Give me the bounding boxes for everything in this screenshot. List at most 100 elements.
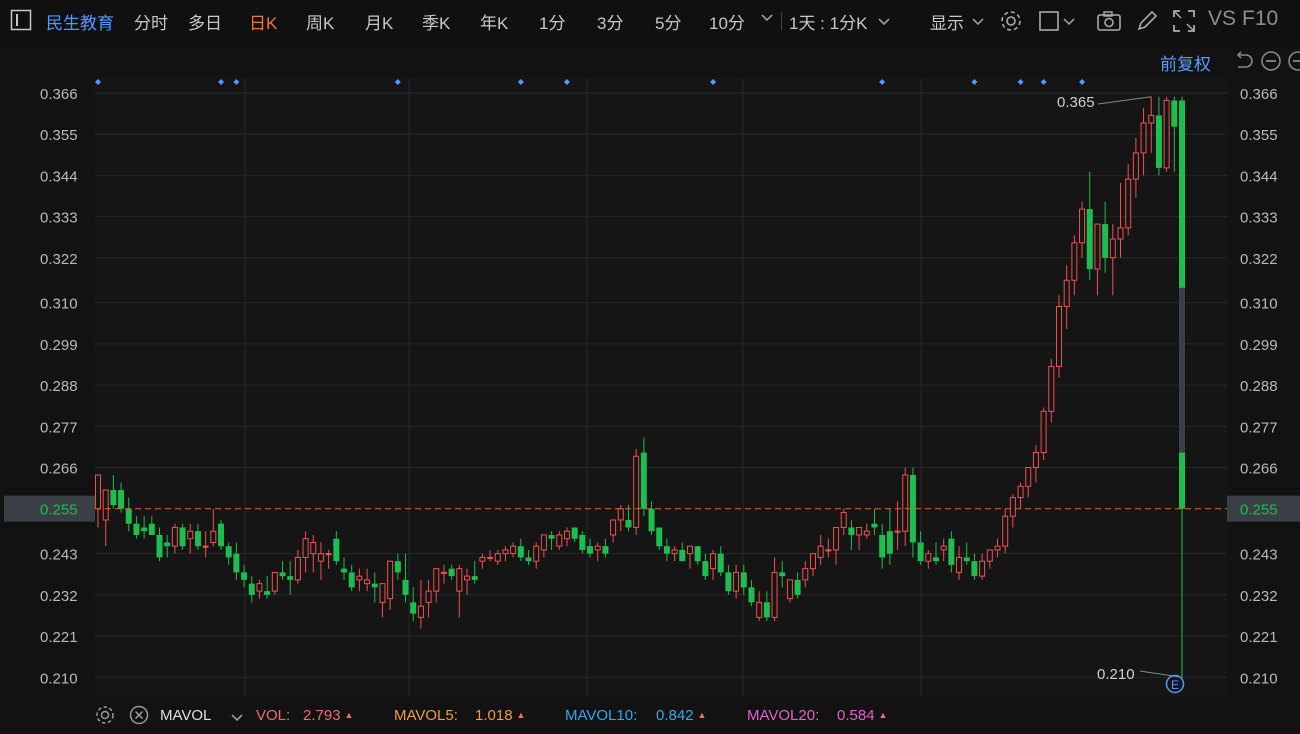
candle-body-down [579, 534, 586, 550]
mavol20-label: MAVOL20: [747, 707, 820, 724]
indicator-name[interactable]: MAVOL [160, 707, 212, 724]
undo-icon[interactable] [1232, 50, 1254, 72]
candle-body-down [640, 452, 647, 509]
candle-body-up [802, 568, 809, 581]
tab-10min[interactable]: 10分 [709, 14, 745, 33]
candle-body-up [510, 545, 517, 555]
event-marker-diamond [1079, 79, 1086, 85]
candle-body-up [994, 545, 1001, 551]
event-marker-diamond [233, 79, 240, 85]
candle-body-down [156, 534, 163, 558]
candle-body-down [917, 542, 924, 562]
event-marker-diamond [218, 79, 225, 85]
fullscreen-expand-icon[interactable] [1171, 8, 1197, 34]
tab-5min[interactable]: 5分 [655, 14, 682, 33]
period-chevron-icon[interactable] [877, 12, 891, 32]
candle-gap-segment [1179, 287, 1185, 453]
candle-body-down [402, 579, 409, 595]
tab-monthly-k[interactable]: 月K [365, 14, 394, 33]
mavol5-up-arrow-icon: ▲ [516, 710, 526, 720]
candle-body-up [771, 571, 778, 618]
tab-yearly-k[interactable]: 年K [480, 14, 509, 33]
candle-body-up [840, 511, 847, 528]
candle-body-down [1102, 224, 1109, 258]
y-tick-label: 0.210 [1240, 670, 1278, 687]
candle-body-up [563, 530, 570, 540]
candle-body-down [471, 576, 478, 580]
plot-area [95, 78, 1227, 696]
more-tabs-chevron-icon[interactable] [760, 12, 774, 26]
stock-name[interactable]: 民生教育 [46, 14, 114, 33]
price-adjust-select[interactable]: 前复权 [1160, 55, 1211, 74]
tab-multi-day[interactable]: 多日 [188, 14, 222, 33]
layout-chevron-icon[interactable] [1062, 12, 1076, 32]
candle-body-down [125, 508, 132, 524]
candle-body-down [110, 490, 117, 505]
candle-body-up [1117, 227, 1124, 240]
kline-chart[interactable]: 0.366 0.355 0.344 0.333 0.322 0.310 0.299 0.288… [0, 0, 1300, 700]
mavol5-value: 1.018 ▲ [475, 707, 525, 724]
candle-body-up [1140, 122, 1147, 154]
mavol5-value-text: 1.018 [475, 707, 513, 724]
y-axis-right: 0.366 0.355 0.344 0.333 0.322 0.310 0.299 0.288… [1240, 86, 1278, 687]
indicator-settings-gear-icon[interactable] [94, 704, 116, 726]
candle-body-up [425, 590, 432, 603]
y-tick-label: 0.366 [1240, 86, 1278, 103]
candle-body-up [1163, 99, 1170, 169]
tab-3min[interactable]: 3分 [597, 14, 624, 33]
pen-draw-icon[interactable] [1134, 8, 1160, 34]
candle-body-down [410, 602, 417, 614]
candle-body-up [633, 455, 640, 528]
candle-body-up [1048, 365, 1055, 412]
display-menu[interactable]: 显示 [930, 14, 964, 33]
candle-body-down [218, 523, 225, 547]
candle-body-down [194, 531, 201, 547]
candle-body-up [1017, 485, 1024, 498]
tab-intraday[interactable]: 分时 [134, 14, 168, 33]
y-tick-label: 0.288 [1240, 378, 1278, 395]
tab-daily-k[interactable]: 日K [249, 14, 278, 33]
vs-compare-button[interactable]: VS [1208, 7, 1237, 30]
tab-1min[interactable]: 1分 [539, 14, 566, 33]
current-price-label-right: 0.255 [1240, 502, 1278, 519]
mavol20-up-arrow-icon: ▲ [878, 710, 888, 720]
candle-body-up [594, 545, 601, 551]
event-marker-diamond [710, 79, 717, 85]
camera-icon[interactable] [1096, 8, 1122, 34]
y-tick-label: 0.310 [40, 296, 78, 313]
candle-body-up [894, 530, 901, 533]
candle-body-up [1009, 496, 1016, 517]
indicator-close-icon[interactable] [128, 704, 150, 726]
high-price-label: 0.365 [1057, 94, 1095, 111]
event-e-badge-icon [1165, 674, 1185, 694]
candle-body-up [294, 556, 301, 581]
mavol10-value-text: 0.842 [656, 707, 694, 724]
layout-box-icon[interactable] [1037, 8, 1063, 34]
y-tick-label: 0.333 [1240, 210, 1278, 227]
candle-body-down [118, 490, 125, 509]
y-tick-label: 0.366 [40, 86, 78, 103]
zoom-in-icon[interactable] [1286, 49, 1300, 73]
y-tick-label: 0.243 [1240, 547, 1278, 564]
tab-quarterly-k[interactable]: 季K [422, 14, 451, 33]
settings-gear-icon[interactable] [998, 8, 1024, 34]
zoom-out-icon[interactable] [1259, 49, 1283, 73]
candle-body-down [148, 523, 155, 535]
candle-body-up [325, 553, 332, 556]
candle-body-up [833, 526, 840, 551]
candle-body-down [371, 583, 378, 588]
indicator-chevron-icon[interactable] [230, 710, 244, 727]
candle-body-up [502, 549, 509, 555]
y-tick-label: 0.299 [40, 337, 78, 354]
tab-weekly-k[interactable]: 周K [306, 14, 335, 33]
y-axis-left: 0.366 0.355 0.344 0.333 0.322 0.310 0.299 0.288… [40, 86, 78, 687]
period-select[interactable]: 1天 : 1分K [789, 14, 868, 33]
candle-body-down [663, 546, 670, 554]
display-chevron-icon[interactable] [971, 12, 985, 32]
event-marker-diamond [394, 79, 401, 85]
sidebar-toggle-icon[interactable] [10, 9, 32, 31]
mavol10-up-arrow-icon: ▲ [697, 710, 707, 720]
candle-body-up [533, 545, 540, 562]
candle-body-down [333, 538, 340, 562]
f10-button[interactable]: F10 [1242, 7, 1279, 30]
